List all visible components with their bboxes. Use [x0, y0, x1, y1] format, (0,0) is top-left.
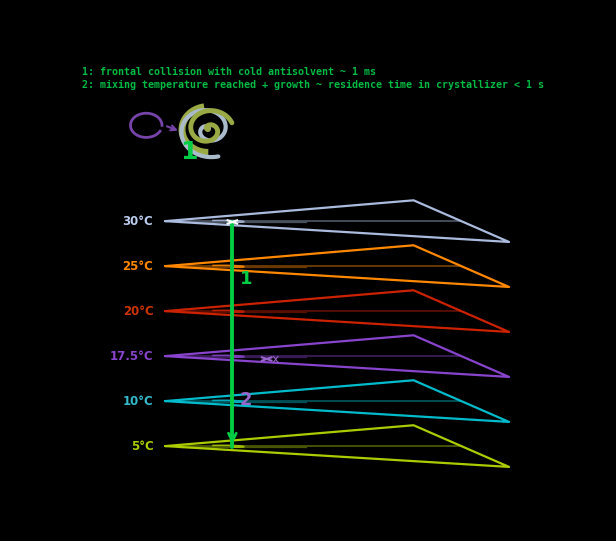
Text: 1: frontal collision with cold antisolvent ~ 1 ms: 1: frontal collision with cold antisolve…: [82, 67, 376, 77]
Text: 2: mixing temperature reached + growth ~ residence time in crystallizer < 1 s: 2: mixing temperature reached + growth ~…: [82, 80, 544, 89]
Text: 1: 1: [180, 140, 197, 163]
Text: 25°C: 25°C: [123, 260, 153, 273]
Text: 1: 1: [240, 270, 253, 288]
Text: 20°C: 20°C: [123, 305, 153, 318]
Text: 17.5°C: 17.5°C: [110, 349, 153, 362]
Text: 5°C: 5°C: [131, 440, 153, 453]
Text: 2: 2: [240, 391, 253, 409]
Text: 10°C: 10°C: [123, 394, 153, 407]
Text: x: x: [272, 353, 279, 366]
Text: 30°C: 30°C: [123, 215, 153, 228]
